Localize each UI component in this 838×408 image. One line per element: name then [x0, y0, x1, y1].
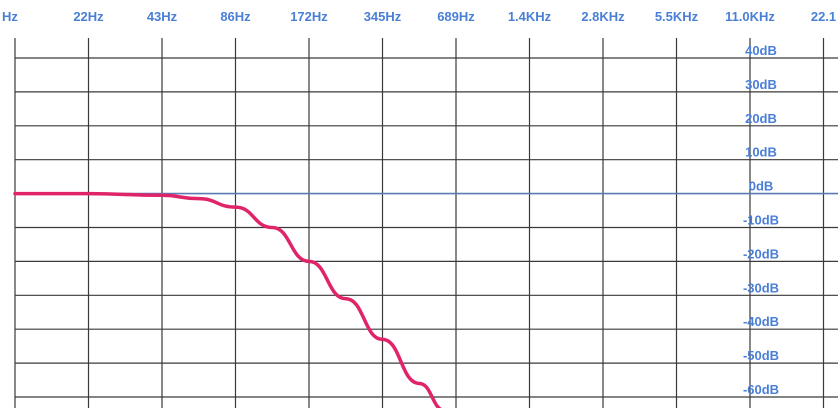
frequency-label: 22.1 [811, 9, 836, 24]
frequency-label: 2.8KHz [581, 9, 625, 24]
gain-label: -20dB [743, 246, 779, 261]
gain-label: 10dB [745, 145, 777, 160]
gain-label: -60dB [743, 382, 779, 397]
frequency-axis-labels: Hz 22Hz 43Hz 86Hz 172Hz 345Hz 689Hz 1.4KHz 2.8KH… [2, 9, 836, 24]
frequency-label: 5.5KHz [655, 9, 699, 24]
frequency-label: Hz [2, 9, 18, 24]
frequency-label: 22Hz [73, 9, 104, 24]
frequency-label: 11.0KHz [725, 9, 775, 24]
frequency-label: 689Hz [437, 9, 475, 24]
gain-label: -40dB [743, 314, 779, 329]
gain-label: 20dB [745, 111, 777, 126]
frequency-label: 43Hz [147, 9, 178, 24]
response-curve-layer [13, 191, 445, 408]
gain-label: 40dB [745, 43, 777, 58]
frequency-label: 345Hz [364, 9, 402, 24]
frequency-label: 1.4KHz [508, 9, 552, 24]
gain-label: -50dB [743, 348, 779, 363]
frequency-label: 172Hz [290, 9, 328, 24]
gain-label: 0dB [749, 179, 774, 194]
frequency-response-curve[interactable] [13, 191, 445, 408]
gain-label: 30dB [745, 77, 777, 92]
frequency-label: 86Hz [220, 9, 251, 24]
grid [14, 38, 838, 408]
gain-label: -30dB [743, 280, 779, 295]
gain-axis-labels: 40dB 30dB 20dB 10dB 0dB -10dB -20dB -30dB -40dB -… [743, 43, 779, 397]
gain-label: -10dB [743, 213, 779, 228]
